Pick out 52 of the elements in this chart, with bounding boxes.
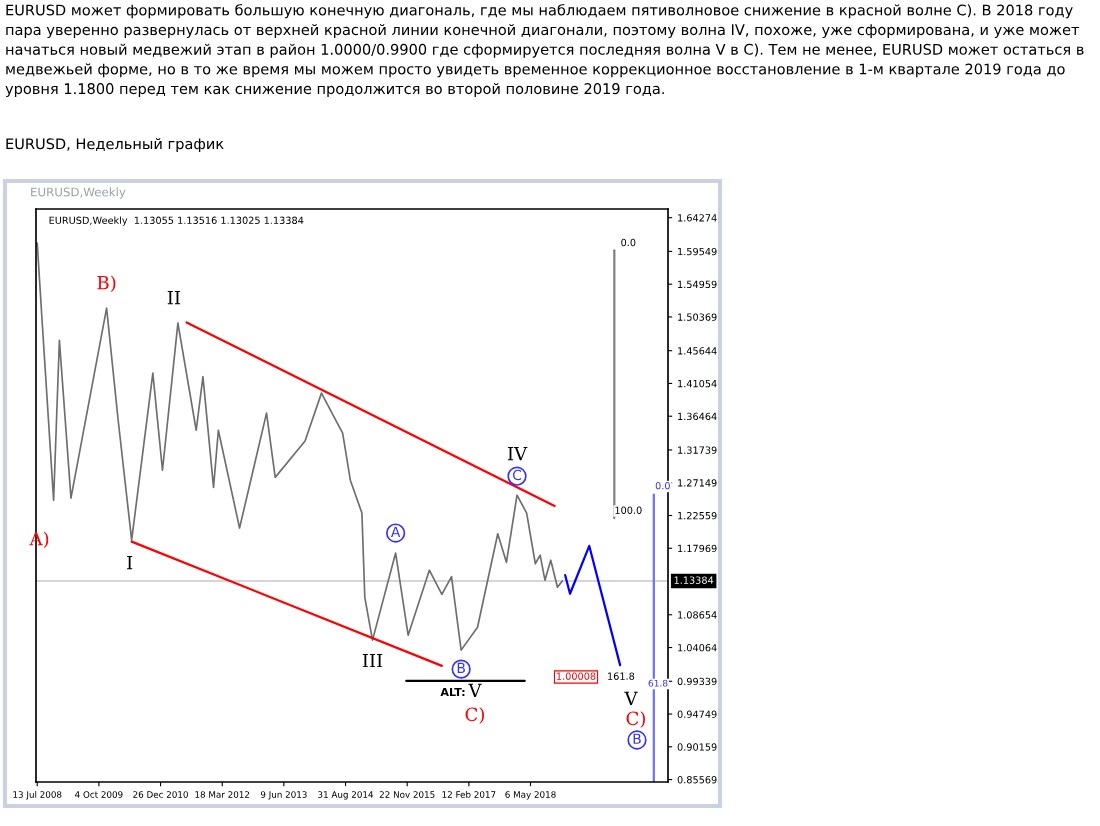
annotation: ALT: <box>440 687 465 697</box>
y-tick-label: 1.54959 <box>678 280 717 289</box>
y-tick-label: 1.31739 <box>678 446 717 454</box>
y-tick-label: 0.94749 <box>677 710 717 718</box>
x-tick-label: 22 Nov 2015 <box>379 791 435 798</box>
y-tick-label: 1.45644 <box>678 347 717 355</box>
annotation: A <box>390 526 401 537</box>
x-tick-label: 13 Jul 2008 <box>13 791 62 800</box>
annotation: B) <box>97 275 116 292</box>
y-tick-label: 1.22559 <box>678 511 717 520</box>
annotation: IV <box>507 447 528 461</box>
annotation: EURUSD,Weekly 1.13055 1.13516 1.13025 1.13384 <box>49 216 304 226</box>
annotation: 1.00008 <box>556 672 596 680</box>
y-tick-label: 1.08654 <box>678 611 717 619</box>
y-tick-label: 0.99339 <box>677 677 717 686</box>
annotation: 161.8 <box>608 672 635 680</box>
annotation: C) <box>626 711 645 728</box>
x-tick-label: 4 Oct 2009 <box>75 791 123 798</box>
annotation: 100.0 <box>615 506 642 514</box>
chart-title: EURUSD может формировать большую конечную диагональ, где мы наблюдаем пятиволновое снижение в красной волне C). В 2018 году пара уверенно развернулась от верхней красной линии конечной диагонали, поэтому волна IV, похоже, уже сформирована, и уже может начаться новый медвежий этап в район 1.0000/0.9900 где сформируется последняя волна V в C). Тем не менее, EURUSD может остаться в медвежьей форме, но в то же время мы можем просто увидеть временное коррекционное восстановление в 1-м квартале 2019 года до уровня 1.1800 перед тем как снижение продолжится во второй половине 2019 года. <box>5 4 1084 97</box>
annotation: 0.0 <box>655 481 670 490</box>
y-tick-label: 1.17969 <box>678 544 717 553</box>
x-tick-label: 26 Dec 2010 <box>133 791 188 798</box>
y-tick-label: 1.27149 <box>678 479 717 487</box>
y-tick-label: 1.04064 <box>678 644 717 652</box>
x-tick-label: 31 Aug 2014 <box>318 791 374 800</box>
annotation: B <box>633 733 641 744</box>
annotation: V <box>468 683 482 697</box>
x-tick-label: 6 May 2018 <box>505 791 556 800</box>
annotation: II <box>167 290 181 305</box>
x-tick-label: 12 Feb 2017 <box>442 791 496 798</box>
annotation: 0.0 <box>621 238 636 247</box>
annotation: B <box>457 662 465 673</box>
chart-subtitle: EURUSD, Недельный график <box>6 138 224 153</box>
y-tick-label: 1.36464 <box>678 412 717 421</box>
y-tick-label: 1.41054 <box>678 379 717 388</box>
x-tick-label: 18 Mar 2012 <box>195 791 250 798</box>
text: EURUSD,Weekly <box>31 187 126 199</box>
y-tick-label: 0.85569 <box>677 776 717 784</box>
annotation: C <box>512 469 522 481</box>
annotation: V <box>624 691 638 705</box>
line-series <box>564 544 622 667</box>
annotation: C) <box>465 707 484 724</box>
annotation: I <box>127 556 133 570</box>
y-tick-label: 1.50369 <box>678 313 717 321</box>
x-tick-label: 9 Jun 2013 <box>260 791 307 800</box>
annotation: 61.8 <box>648 679 668 687</box>
y-tick-label: 1.59549 <box>678 247 717 256</box>
annotation: III <box>362 653 383 668</box>
y-tick-label: 0.90159 <box>677 743 717 751</box>
y-tick-label: 1.64274 <box>678 214 717 222</box>
ref-line-label: 1.13384 <box>674 576 714 584</box>
